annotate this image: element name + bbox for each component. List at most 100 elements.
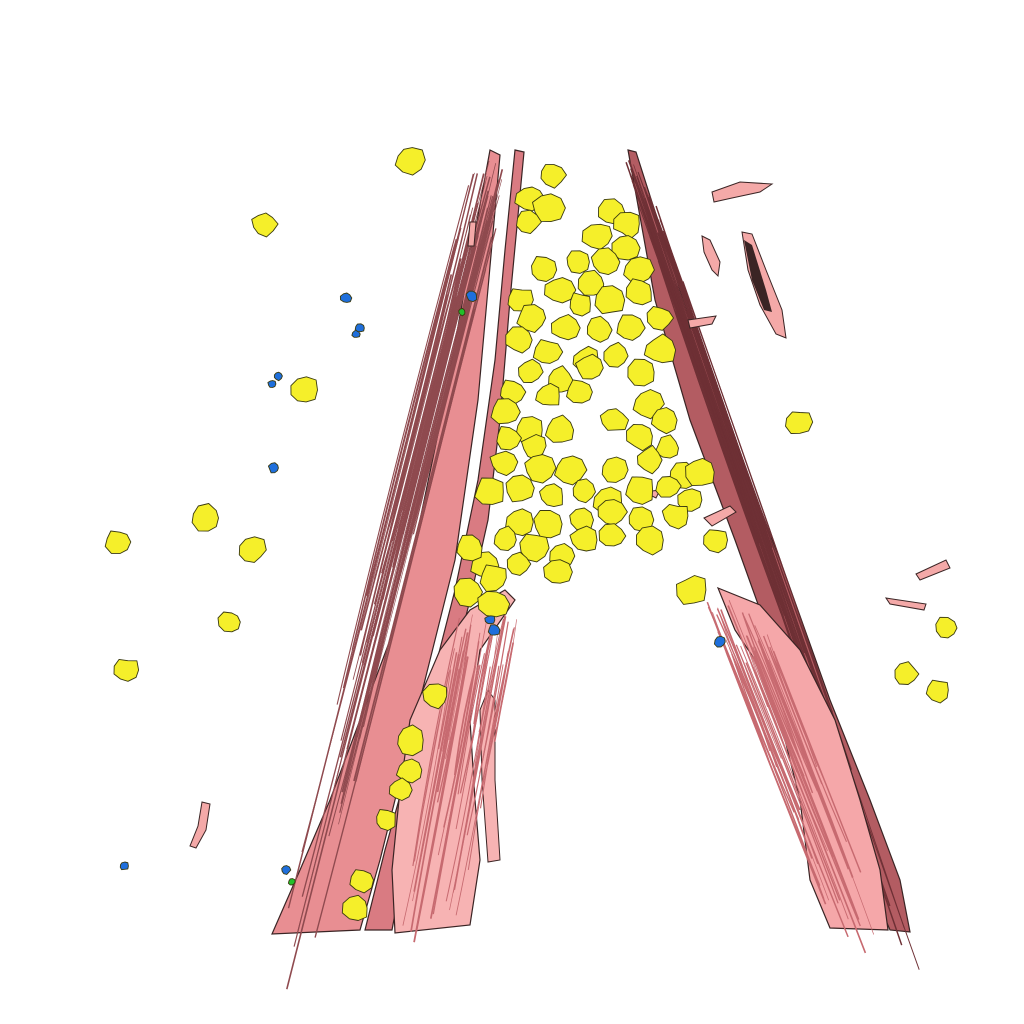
inner-left-fibers [402, 612, 517, 943]
fiber-strand [716, 608, 819, 865]
fiber-strand [729, 648, 830, 901]
yellow-cell [505, 474, 535, 503]
fiber-strand [437, 652, 458, 750]
fiber-strand [728, 600, 798, 773]
fiber-strand [453, 665, 477, 776]
yellow-cell [586, 315, 613, 343]
fiber-strand [717, 607, 782, 770]
fiber-strand [413, 656, 469, 943]
yellow-cell [535, 382, 560, 406]
fiber-strand [429, 665, 480, 919]
fiber-strand [328, 195, 492, 837]
fiber-strand [412, 617, 460, 867]
yellow-cell [191, 503, 219, 532]
fiber-strand [743, 616, 801, 760]
yellow-cell [627, 358, 655, 387]
yellow-cell [388, 777, 413, 801]
yellow-cell [594, 285, 626, 315]
left-vessel-wall [271, 149, 525, 990]
yellow-cell [519, 533, 550, 563]
fiber-strand [772, 650, 862, 873]
blue-cell [713, 635, 726, 648]
fiber-strand [466, 665, 500, 836]
fiber-strand [301, 214, 476, 897]
fiber-strand [342, 243, 457, 689]
yellow-cell [506, 551, 532, 576]
yellow-cell [599, 408, 630, 431]
yellow-cell [925, 679, 949, 704]
yellow-cell [104, 530, 132, 554]
yellow-cell [569, 292, 591, 317]
fiber-strand [748, 657, 791, 762]
yellow-cell [349, 869, 374, 894]
yellow-cell [456, 534, 483, 562]
fiber-strand [297, 302, 458, 933]
yellow-cell [518, 358, 544, 383]
yellow-cell [544, 277, 577, 304]
fiber-strand [353, 236, 493, 782]
green-cell [287, 878, 296, 886]
fiber-strand [725, 652, 827, 905]
fiber-strand [472, 618, 504, 782]
yellow-cell [550, 314, 581, 341]
yellow-cell [661, 503, 689, 530]
fiber-strand [754, 646, 814, 794]
yellow-cell [516, 209, 542, 235]
fiber-strand [448, 614, 473, 740]
yellow-cell [625, 278, 652, 306]
yellow-cell [611, 235, 641, 261]
yellow-cell [532, 193, 566, 223]
fiber-strand [740, 645, 849, 920]
fiber-strand [455, 628, 495, 830]
yellow-cell [395, 758, 423, 784]
fiber-strand [674, 262, 772, 539]
yellow-cell [581, 223, 613, 250]
yellow-cell [238, 536, 267, 563]
yellow-cell [533, 510, 563, 539]
fiber-strand [757, 640, 850, 870]
yellow-cell [531, 256, 558, 282]
blue-cell [354, 323, 365, 333]
yellow-cell [251, 212, 279, 238]
yellow-cell [539, 483, 563, 508]
yellow-cell [217, 611, 241, 633]
fiber-strand [340, 179, 500, 804]
yellow-cell [505, 326, 533, 354]
yellow-cell [341, 894, 368, 921]
fiber-strand [287, 227, 462, 909]
yellow-cell [655, 476, 682, 498]
fiber-strand [740, 655, 782, 759]
fiber-strand [716, 614, 778, 768]
fiber-strand [762, 635, 823, 785]
yellow-cell [598, 523, 627, 547]
fiber-strand [421, 207, 489, 468]
fiber-strand [478, 631, 499, 732]
yellow-cell [625, 476, 654, 505]
yellow-cell [516, 304, 547, 333]
yellow-cell [474, 477, 504, 505]
fiber-strand [413, 654, 460, 892]
yellow-cell [650, 407, 678, 435]
yellow-cell [505, 508, 534, 537]
fiber-strand [479, 627, 515, 809]
fiber-strand [457, 653, 486, 795]
yellow-cell [636, 444, 663, 475]
fiber-strand [753, 650, 805, 777]
fiber-strand [453, 616, 507, 891]
yellow-cell [597, 499, 628, 526]
fiber-strand [653, 214, 828, 712]
yellow-cell [613, 211, 640, 240]
blue-cell [487, 624, 501, 636]
yellow-cell [676, 575, 707, 605]
blue-cell [267, 380, 277, 388]
blue-cell [281, 865, 292, 875]
yellow-cell [422, 683, 448, 710]
yellow-cell [569, 525, 598, 552]
fiber-strand [443, 641, 480, 828]
fiber-strand [445, 666, 491, 902]
yellow-cell [894, 661, 920, 685]
yellow-cell [685, 457, 715, 487]
yellow-cell [394, 147, 426, 176]
fiber-strand [640, 204, 741, 491]
yellow-cell [703, 529, 728, 554]
